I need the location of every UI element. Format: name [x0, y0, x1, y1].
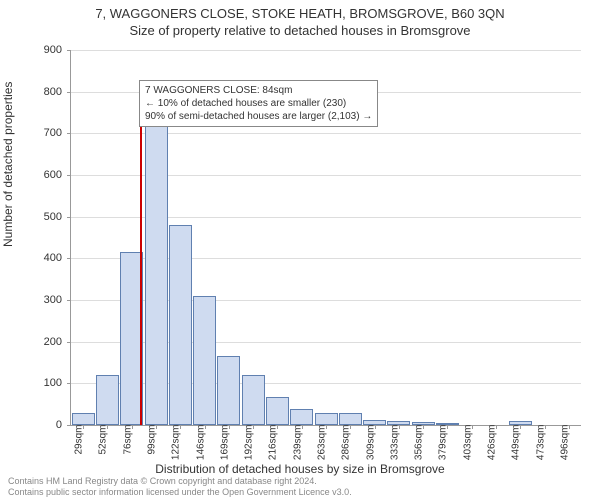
footer-attribution: Contains HM Land Registry data © Crown c… — [8, 476, 352, 498]
xtick-label: 403sqm — [462, 425, 473, 461]
ytick — [67, 258, 71, 259]
xtick-label: 239sqm — [292, 425, 303, 461]
xtick-label: 309sqm — [365, 425, 376, 461]
annotation-line-2: ← 10% of detached houses are smaller (23… — [145, 97, 372, 110]
xtick-label: 122sqm — [171, 425, 182, 461]
x-axis-label: Distribution of detached houses by size … — [0, 462, 600, 476]
histogram-bar — [242, 375, 265, 425]
ytick-label: 200 — [32, 336, 62, 348]
ytick-label: 900 — [32, 44, 62, 56]
histogram-bar — [290, 409, 313, 425]
xtick-label: 99sqm — [147, 425, 158, 455]
ytick — [67, 133, 71, 134]
annotation-box: 7 WAGGONERS CLOSE: 84sqm ← 10% of detach… — [139, 80, 378, 127]
ytick-label: 300 — [32, 294, 62, 306]
chart-plot-area: 29sqm52sqm76sqm99sqm122sqm146sqm169sqm19… — [70, 50, 581, 426]
xtick-label: 52sqm — [98, 425, 109, 455]
y-axis-label: Number of detached properties — [1, 82, 15, 247]
xtick-label: 76sqm — [122, 425, 133, 455]
annotation-line-3: 90% of semi-detached houses are larger (… — [145, 110, 372, 123]
ytick — [67, 342, 71, 343]
histogram-bar — [339, 413, 362, 426]
ytick-label: 600 — [32, 169, 62, 181]
xtick-label: 496sqm — [559, 425, 570, 461]
xtick-label: 192sqm — [244, 425, 255, 461]
xtick-label: 263sqm — [317, 425, 328, 461]
property-marker-line — [140, 92, 142, 425]
xtick-label: 29sqm — [74, 425, 85, 455]
ytick-label: 100 — [32, 377, 62, 389]
xtick-label: 449sqm — [511, 425, 522, 461]
sub-title: Size of property relative to detached ho… — [0, 21, 600, 38]
ytick — [67, 92, 71, 93]
xtick-label: 473sqm — [535, 425, 546, 461]
histogram-bar — [96, 375, 119, 425]
xtick-label: 146sqm — [195, 425, 206, 461]
ytick-label: 0 — [32, 419, 62, 431]
xtick-label: 286sqm — [341, 425, 352, 461]
histogram-bar — [72, 413, 95, 426]
ytick — [67, 175, 71, 176]
xtick-label: 426sqm — [487, 425, 498, 461]
xtick-label: 169sqm — [219, 425, 230, 461]
ytick-label: 500 — [32, 211, 62, 223]
histogram-bar — [145, 121, 168, 425]
ytick-label: 800 — [32, 86, 62, 98]
ytick-label: 700 — [32, 127, 62, 139]
histogram-bar — [217, 356, 240, 425]
ytick — [67, 50, 71, 51]
ytick — [67, 425, 71, 426]
histogram-bar — [266, 397, 289, 425]
histogram-bar — [169, 225, 192, 425]
xtick-label: 216sqm — [268, 425, 279, 461]
xtick-label: 333sqm — [389, 425, 400, 461]
histogram-bar — [193, 296, 216, 425]
histogram-bar — [315, 413, 338, 426]
annotation-line-1: 7 WAGGONERS CLOSE: 84sqm — [145, 84, 372, 97]
ytick — [67, 383, 71, 384]
gridline — [71, 50, 581, 51]
ytick — [67, 217, 71, 218]
footer-line-2: Contains public sector information licen… — [8, 487, 352, 498]
ytick — [67, 300, 71, 301]
main-title: 7, WAGGONERS CLOSE, STOKE HEATH, BROMSGR… — [0, 0, 600, 21]
ytick-label: 400 — [32, 252, 62, 264]
xtick-label: 379sqm — [438, 425, 449, 461]
footer-line-1: Contains HM Land Registry data © Crown c… — [8, 476, 352, 487]
xtick-label: 356sqm — [414, 425, 425, 461]
